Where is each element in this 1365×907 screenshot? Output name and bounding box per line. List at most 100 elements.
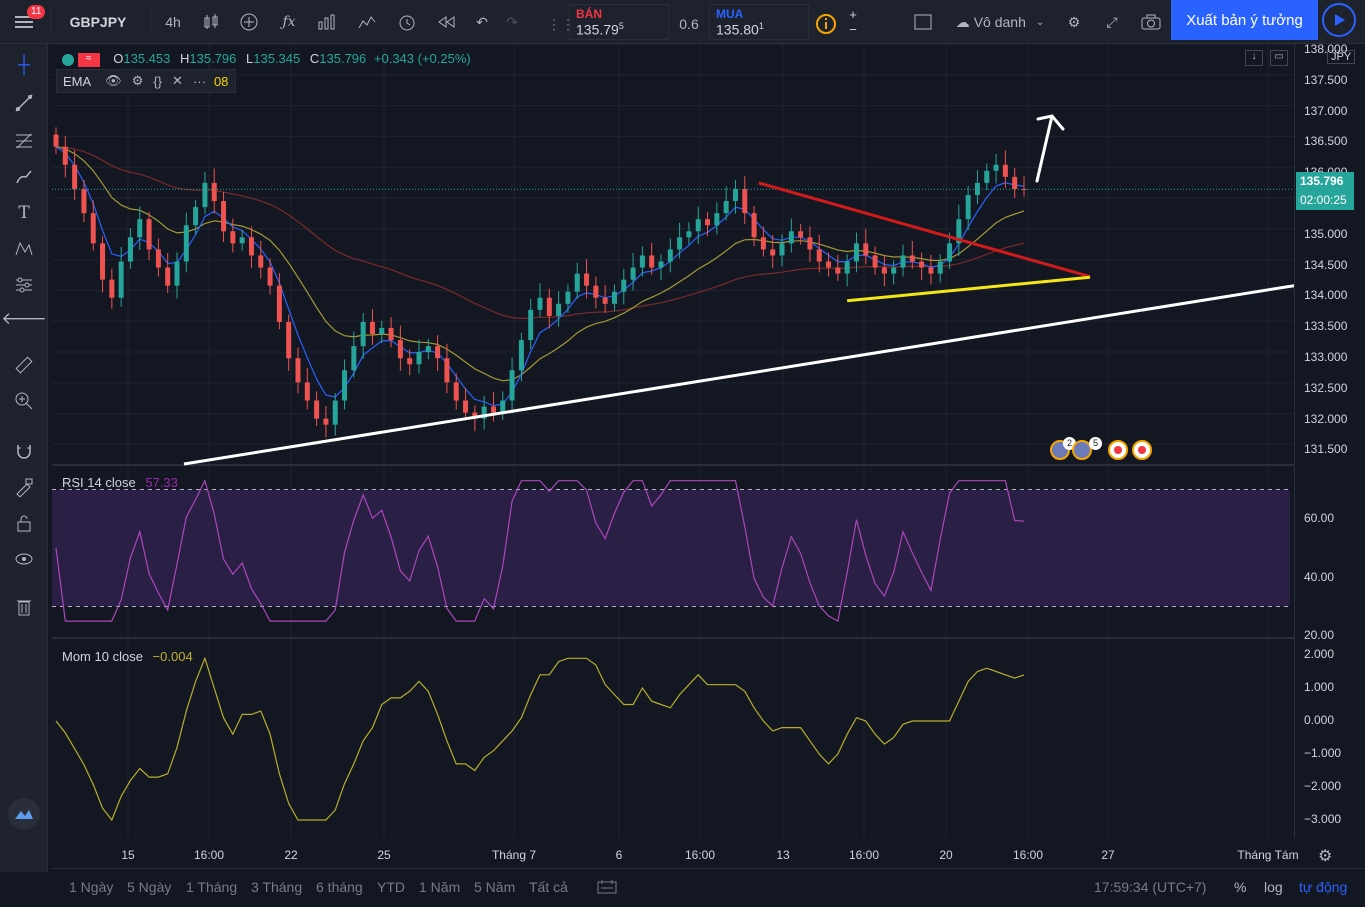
lock-drawing-icon[interactable] — [9, 472, 39, 502]
candle-body — [826, 261, 832, 268]
mom-tick: −2.000 — [1304, 779, 1342, 793]
undo-icon[interactable]: ↶ — [476, 13, 488, 30]
sell-button[interactable]: BÁN 135.795 — [569, 4, 669, 40]
open-value: 135.453 — [123, 51, 171, 66]
visibility-dot-icon[interactable] — [62, 53, 74, 66]
high-value: 135.796 — [189, 51, 237, 66]
ruler-icon[interactable] — [9, 350, 39, 380]
date-range-icon[interactable] — [597, 879, 617, 898]
eye-icon[interactable] — [9, 544, 39, 574]
camera-icon[interactable] — [1136, 0, 1166, 44]
buy-button[interactable]: MUA 135.801 — [709, 4, 809, 40]
rsi-tick: 20.00 — [1304, 628, 1335, 642]
close-icon[interactable]: ✕ — [172, 73, 183, 88]
financials-icon[interactable] — [312, 0, 342, 44]
interval-selector[interactable]: 4h — [165, 14, 181, 30]
gear-icon[interactable]: ⚙ — [131, 73, 144, 88]
layout-selector[interactable]: ☁ Vô danh ⌄ — [944, 0, 1056, 44]
range-button[interactable]: YTD — [377, 879, 405, 895]
auto-toggle[interactable]: tự động — [1299, 879, 1348, 895]
lock-icon[interactable] — [9, 508, 39, 538]
candle-body — [928, 267, 934, 274]
event-count-badge: 5 — [1089, 437, 1102, 450]
more-icon[interactable]: ··· — [192, 73, 206, 89]
range-button[interactable]: 5 Ngày — [127, 879, 172, 895]
templates-icon[interactable] — [352, 0, 382, 44]
range-button[interactable]: 1 Ngày — [69, 879, 114, 895]
eye-icon[interactable]: 👁 — [105, 73, 122, 88]
candles-icon[interactable] — [196, 0, 226, 44]
ema-legend[interactable]: EMA 👁 ⚙ {} ✕ ··· 08 — [56, 69, 236, 93]
time-tick: Tháng Tám — [1237, 848, 1299, 862]
drag-handle-icon[interactable]: ⋮⋮ — [547, 15, 575, 32]
logo-icon[interactable] — [8, 798, 40, 830]
time-tick: 27 — [1101, 848, 1115, 862]
maximize-icon[interactable]: ▭ — [1270, 50, 1288, 66]
symbol-mark-icon: ≈ — [77, 52, 100, 67]
brush-icon[interactable] — [9, 162, 39, 192]
price-tick: 133.500 — [1304, 319, 1348, 334]
expand-icon[interactable]: ⤢ — [1106, 13, 1118, 30]
chevron-down-icon: ⌄ — [1035, 16, 1045, 28]
price-tick: 138.000 — [1304, 42, 1348, 56]
trash-icon[interactable] — [9, 592, 39, 622]
redo-icon[interactable]: ↷ — [506, 13, 518, 30]
price-tick: 136.500 — [1304, 134, 1348, 149]
trendline-icon[interactable] — [9, 88, 39, 118]
minus-icon[interactable]: − — [849, 22, 857, 37]
source-code-icon[interactable]: {} — [153, 73, 163, 89]
chart-canvas[interactable] — [52, 44, 1294, 838]
range-button[interactable]: 3 Tháng — [251, 879, 303, 895]
candle-body — [453, 382, 459, 401]
log-toggle[interactable]: log — [1264, 879, 1283, 895]
candle-body — [332, 400, 338, 425]
event-flag-icon[interactable] — [1072, 440, 1092, 460]
sell-price: 135.79 — [576, 21, 619, 38]
gear-icon[interactable]: ⚙ — [1318, 848, 1333, 865]
play-icon[interactable] — [1322, 3, 1356, 37]
text-icon[interactable]: T — [18, 203, 30, 223]
quantity-stepper[interactable]: + − — [843, 2, 863, 42]
candle-body — [844, 261, 850, 274]
publish-idea-button[interactable]: Xuất bản ý tưởng — [1171, 0, 1318, 40]
time-tick: 16:00 — [684, 848, 716, 862]
candle-body — [835, 267, 841, 274]
percent-toggle[interactable]: % — [1234, 879, 1247, 895]
range-button[interactable]: 6 tháng — [316, 879, 363, 895]
candle-body — [649, 255, 655, 268]
plus-icon[interactable]: + — [849, 7, 857, 22]
candle-body — [779, 243, 785, 256]
candle-body — [891, 267, 897, 274]
event-flag-icon[interactable] — [1108, 440, 1128, 460]
indicators-icon[interactable]: ƒx — [282, 14, 296, 30]
menu-icon[interactable] — [4, 0, 44, 44]
magnet-icon[interactable] — [9, 436, 39, 466]
symbol-search[interactable]: GBPJPY — [69, 14, 127, 30]
momentum-line — [55, 656, 1025, 822]
mom-tick: 0.000 — [1304, 713, 1335, 727]
range-button[interactable]: 5 Năm — [474, 879, 516, 895]
replay-icon[interactable] — [432, 0, 462, 44]
clock-label[interactable]: 17:59:34 (UTC+7) — [1094, 879, 1207, 895]
info-icon[interactable] — [809, 2, 843, 46]
range-button[interactable]: Tất cả — [529, 879, 568, 895]
back-arrow-icon[interactable]: 🡐 — [1, 309, 47, 328]
arrow-down-icon[interactable]: ↓ — [1245, 50, 1263, 66]
pattern-icon[interactable] — [9, 234, 39, 264]
prediction-icon[interactable] — [9, 270, 39, 300]
price-tick: 134.500 — [1304, 257, 1348, 272]
notification-badge: 11 — [27, 5, 46, 19]
range-button[interactable]: 1 Năm — [419, 879, 461, 895]
gear-icon[interactable]: ⚙ — [1067, 13, 1081, 30]
fib-icon[interactable] — [9, 126, 39, 156]
compare-icon[interactable] — [234, 0, 264, 44]
candle-body — [584, 273, 590, 286]
fullscreen-box-icon[interactable] — [908, 0, 938, 44]
zoom-icon[interactable] — [9, 386, 39, 416]
range-button[interactable]: 1 Tháng — [186, 879, 238, 895]
time-axis[interactable]: 15 16:00 22 25 Tháng 7 6 16:00 13 16:00 20 16:00 27… — [52, 838, 1298, 868]
crosshair-icon[interactable]: ┼ — [17, 55, 31, 74]
event-flag-icon[interactable] — [1132, 440, 1152, 460]
candle-body — [407, 358, 413, 365]
alert-icon[interactable] — [392, 0, 422, 44]
